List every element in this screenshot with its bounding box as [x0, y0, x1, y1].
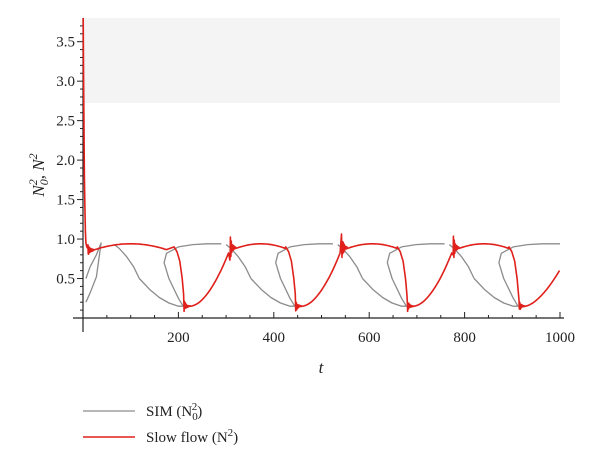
y-tick-label: 0.5 [56, 272, 75, 288]
tick-labels: 0.5 1.0 1.5 2.0 2.5 3.0 3.5 200 400 600 800 1000 [56, 35, 575, 346]
y-tick-label: 2.5 [56, 114, 75, 130]
x-axis-title: t [319, 358, 325, 377]
y-axis-title: N02, N2 [26, 153, 51, 197]
y-tick-label: 3.0 [56, 74, 75, 90]
sim-branch-line [85, 242, 102, 303]
slow-flow-line [82, 17, 561, 313]
y-tick-label: 2.0 [56, 153, 75, 169]
series [82, 17, 561, 313]
legend-label-sim: SIM (N02) [146, 401, 202, 423]
sim-branch-line [225, 244, 252, 279]
plot-background-top [83, 18, 560, 103]
sim-branch-line [473, 243, 560, 307]
plot-area [83, 18, 560, 103]
sim-branch-line [114, 244, 140, 279]
x-tick-label: 200 [167, 330, 190, 346]
y-tick-label: 3.5 [56, 35, 75, 51]
x-tick-label: 400 [263, 330, 286, 346]
y-tick-label: 1.5 [56, 193, 75, 209]
sim-branch-line [250, 243, 333, 307]
sim-branch-line [138, 243, 222, 307]
sim-branch-line [362, 243, 445, 307]
y-tick-label: 1.0 [56, 232, 75, 248]
x-tick-label: 600 [358, 330, 381, 346]
legend-label-slow-flow: Slow flow (N2) [146, 427, 238, 446]
legend: SIM (N02) Slow flow (N2) [83, 401, 238, 446]
x-tick-label: 1000 [545, 330, 575, 346]
x-tick-label: 800 [453, 330, 476, 346]
